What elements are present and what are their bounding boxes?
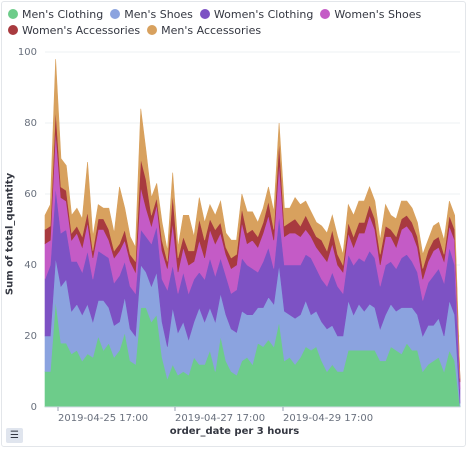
- legend-swatch: [110, 9, 121, 19]
- y-tick-label: 40: [24, 260, 37, 271]
- legend-swatch: [199, 9, 210, 19]
- y-axis-label: Sum of total_quantity: [4, 172, 16, 296]
- legend-item[interactable]: Men's Accessories: [147, 23, 261, 39]
- y-tick-label: 100: [18, 47, 37, 58]
- legend-toggle-button[interactable]: ☰: [6, 428, 23, 443]
- x-tick-label: 2019-04-29 17:00: [283, 413, 373, 424]
- legend-item[interactable]: Women's Accessories: [8, 23, 140, 39]
- legend-label: Men's Accessories: [161, 24, 262, 37]
- x-tick-label: 2019-04-25 17:00: [58, 413, 148, 424]
- legend-label: Men's Clothing: [22, 8, 104, 21]
- legend-label: Men's Shoes: [124, 8, 193, 21]
- legend-swatch: [8, 25, 18, 35]
- x-tick-label: 2019-04-27 17:00: [175, 413, 265, 424]
- area-series: [44, 59, 461, 379]
- legend-label: Women's Shoes: [334, 8, 422, 21]
- legend-swatch: [8, 9, 18, 19]
- y-tick-label: 60: [24, 189, 37, 200]
- legend-label: Women's Accessories: [22, 24, 141, 37]
- legend-item[interactable]: Men's Shoes: [110, 7, 193, 23]
- y-tick-label: 0: [31, 402, 37, 413]
- y-tick-label: 20: [24, 331, 37, 342]
- legend-swatch: [147, 25, 158, 35]
- legend-item[interactable]: Women's Clothing: [199, 7, 314, 23]
- chart-legend: Men's Clothing Men's Shoes Women's Clothin…: [8, 7, 463, 39]
- legend-item[interactable]: Women's Shoes: [320, 7, 421, 23]
- legend-item[interactable]: Men's Clothing: [8, 7, 103, 23]
- legend-swatch: [320, 9, 331, 19]
- y-tick-label: 80: [24, 118, 37, 129]
- legend-label: Women's Clothing: [213, 8, 314, 21]
- x-axis-label: order_date per 3 hours: [169, 426, 300, 437]
